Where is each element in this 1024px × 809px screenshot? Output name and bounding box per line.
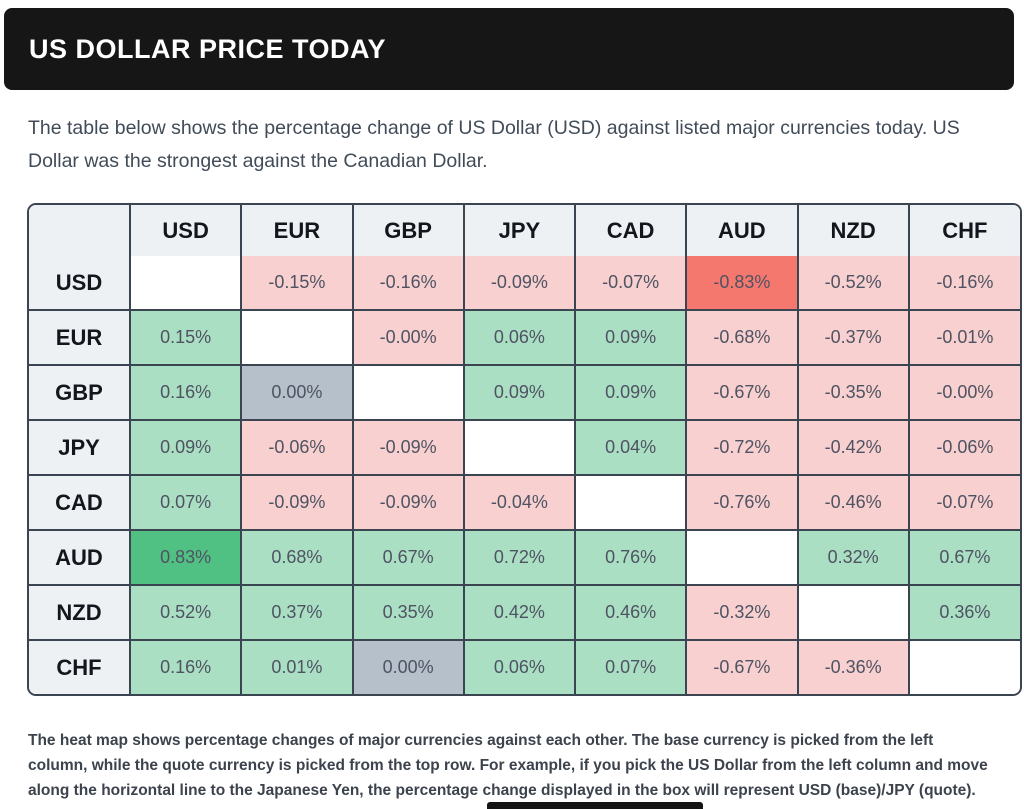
- heatmap-cell-chf-eur: 0.01%: [241, 640, 354, 694]
- heatmap-cell-eur-nzd: -0.37%: [797, 310, 910, 366]
- heatmap-cell-jpy-cad: 0.04%: [575, 420, 688, 476]
- heatmap-row-cad: CAD 0.07% -0.09% -0.09% -0.04% -0.76% -0.46% -0…: [29, 475, 1020, 531]
- row-header-eur: EUR: [29, 310, 131, 366]
- heatmap-cell-chf-aud: -0.67%: [686, 640, 799, 694]
- heatmap-cell-eur-cad: 0.09%: [575, 310, 688, 366]
- heatmap-cell-jpy-jpy: [463, 420, 577, 476]
- corner-cell: [29, 205, 131, 256]
- heatmap-cell-eur-gbp: -0.00%: [352, 310, 465, 366]
- heatmap-cell-gbp-chf: -0.00%: [908, 365, 1020, 421]
- heatmap-row-chf: CHF 0.16% 0.01% 0.00% 0.06% 0.07% -0.67% -0.36%: [29, 640, 1020, 694]
- heatmap-row-aud: AUD 0.83% 0.68% 0.67% 0.72% 0.76% 0.32% 0.67%: [29, 530, 1020, 586]
- heatmap-cell-eur-chf: -0.01%: [908, 310, 1020, 366]
- heatmap-row-eur: EUR 0.15% -0.00% 0.06% 0.09% -0.68% -0.37% -0.0…: [29, 310, 1020, 366]
- row-header-cad: CAD: [29, 475, 131, 531]
- heatmap-cell-chf-usd: 0.16%: [130, 640, 243, 694]
- heatmap-cell-aud-usd: 0.83%: [130, 530, 243, 586]
- row-header-chf: CHF: [29, 640, 131, 694]
- heatmap-cell-gbp-eur: 0.00%: [241, 365, 354, 421]
- heatmap-cell-aud-gbp: 0.67%: [352, 530, 465, 586]
- heatmap-cell-nzd-cad: 0.46%: [575, 585, 688, 641]
- table-body: USD -0.15% -0.16% -0.09% -0.07% -0.83% -0.52% -…: [29, 256, 1020, 694]
- column-header-gbp: GBP: [352, 205, 465, 256]
- description-text: The table below shows the percentage cha…: [28, 117, 960, 172]
- heatmap-cell-aud-jpy: 0.72%: [463, 530, 577, 586]
- heatmap-cell-nzd-jpy: 0.42%: [463, 585, 577, 641]
- row-header-nzd: NZD: [29, 585, 131, 641]
- heatmap-cell-gbp-nzd: -0.35%: [797, 365, 910, 421]
- heatmap-cell-nzd-chf: 0.36%: [908, 585, 1020, 641]
- heatmap-cell-eur-jpy: 0.06%: [463, 310, 577, 366]
- heatmap-cell-chf-jpy: 0.06%: [463, 640, 577, 694]
- row-header-usd: USD: [29, 256, 131, 311]
- heatmap-cell-cad-jpy: -0.04%: [463, 475, 577, 531]
- heatmap-cell-chf-cad: 0.07%: [575, 640, 688, 694]
- section-header-bar: US DOLLAR PRICE TODAY: [4, 8, 1014, 90]
- heatmap-cell-gbp-usd: 0.16%: [130, 365, 243, 421]
- column-header-nzd: NZD: [797, 205, 910, 256]
- heatmap-cell-gbp-gbp: [352, 365, 465, 421]
- heatmap-cell-gbp-jpy: 0.09%: [463, 365, 577, 421]
- heatmap-cell-nzd-eur: 0.37%: [241, 585, 354, 641]
- heatmap-cell-jpy-nzd: -0.42%: [797, 420, 910, 476]
- heatmap-table-wrapper: USD EUR GBP JPY CAD AUD NZD CHF USD -0.15% -0.16%…: [27, 203, 1022, 696]
- heatmap-cell-cad-gbp: -0.09%: [352, 475, 465, 531]
- heatmap-cell-gbp-cad: 0.09%: [575, 365, 688, 421]
- page-title: US DOLLAR PRICE TODAY: [29, 33, 387, 64]
- footnote-text: The heat map shows percentage changes of…: [28, 732, 988, 799]
- heatmap-cell-usd-eur: -0.15%: [241, 256, 354, 311]
- heatmap-cell-usd-usd: [130, 256, 243, 311]
- column-header-eur: EUR: [241, 205, 354, 256]
- column-header-usd: USD: [130, 205, 243, 256]
- heatmap-row-jpy: JPY 0.09% -0.06% -0.09% 0.04% -0.72% -0.42% -0.…: [29, 420, 1020, 476]
- heatmap-cell-nzd-nzd: [797, 585, 910, 641]
- heatmap-cell-chf-nzd: -0.36%: [797, 640, 910, 694]
- heatmap-cell-usd-cad: -0.07%: [575, 256, 688, 311]
- heatmap-cell-cad-nzd: -0.46%: [797, 475, 910, 531]
- heatmap-row-nzd: NZD 0.52% 0.37% 0.35% 0.42% 0.46% -0.32% 0.36%: [29, 585, 1020, 641]
- heatmap-cell-nzd-usd: 0.52%: [130, 585, 243, 641]
- row-header-gbp: GBP: [29, 365, 131, 421]
- currency-heatmap-table: USD EUR GBP JPY CAD AUD NZD CHF USD -0.15% -0.16%…: [29, 205, 1020, 694]
- row-header-jpy: JPY: [29, 420, 131, 476]
- column-header-jpy: JPY: [463, 205, 577, 256]
- heatmap-cell-jpy-aud: -0.72%: [686, 420, 799, 476]
- heatmap-cell-usd-nzd: -0.52%: [797, 256, 910, 311]
- heatmap-cell-aud-eur: 0.68%: [241, 530, 354, 586]
- heatmap-cell-jpy-chf: -0.06%: [908, 420, 1020, 476]
- heatmap-cell-usd-chf: -0.16%: [908, 256, 1020, 311]
- heatmap-cell-aud-aud: [686, 530, 799, 586]
- next-section-bar-fragment: [487, 802, 703, 809]
- heatmap-cell-usd-gbp: -0.16%: [352, 256, 465, 311]
- heatmap-cell-cad-eur: -0.09%: [241, 475, 354, 531]
- heatmap-cell-usd-aud: -0.83%: [686, 256, 799, 311]
- heatmap-cell-aud-nzd: 0.32%: [797, 530, 910, 586]
- heatmap-cell-aud-chf: 0.67%: [908, 530, 1020, 586]
- heatmap-cell-cad-usd: 0.07%: [130, 475, 243, 531]
- heatmap-cell-nzd-aud: -0.32%: [686, 585, 799, 641]
- heatmap-cell-eur-aud: -0.68%: [686, 310, 799, 366]
- heatmap-cell-cad-aud: -0.76%: [686, 475, 799, 531]
- heatmap-cell-jpy-gbp: -0.09%: [352, 420, 465, 476]
- heatmap-cell-chf-gbp: 0.00%: [352, 640, 465, 694]
- heatmap-cell-jpy-usd: 0.09%: [130, 420, 243, 476]
- heatmap-row-gbp: GBP 0.16% 0.00% 0.09% 0.09% -0.67% -0.35% -0.00…: [29, 365, 1020, 421]
- heatmap-cell-eur-eur: [241, 310, 354, 366]
- column-header-chf: CHF: [908, 205, 1020, 256]
- column-header-cad: CAD: [575, 205, 688, 256]
- heatmap-cell-nzd-gbp: 0.35%: [352, 585, 465, 641]
- heatmap-cell-eur-usd: 0.15%: [130, 310, 243, 366]
- heatmap-cell-gbp-aud: -0.67%: [686, 365, 799, 421]
- heatmap-cell-aud-cad: 0.76%: [575, 530, 688, 586]
- heatmap-cell-cad-cad: [575, 475, 688, 531]
- table-header-row: USD EUR GBP JPY CAD AUD NZD CHF: [29, 205, 1020, 256]
- heatmap-cell-usd-jpy: -0.09%: [463, 256, 577, 311]
- column-header-aud: AUD: [686, 205, 799, 256]
- heatmap-cell-jpy-eur: -0.06%: [241, 420, 354, 476]
- heatmap-row-usd: USD -0.15% -0.16% -0.09% -0.07% -0.83% -0.52% -…: [29, 256, 1020, 311]
- heatmap-cell-cad-chf: -0.07%: [908, 475, 1020, 531]
- heatmap-cell-chf-chf: [908, 640, 1020, 694]
- row-header-aud: AUD: [29, 530, 131, 586]
